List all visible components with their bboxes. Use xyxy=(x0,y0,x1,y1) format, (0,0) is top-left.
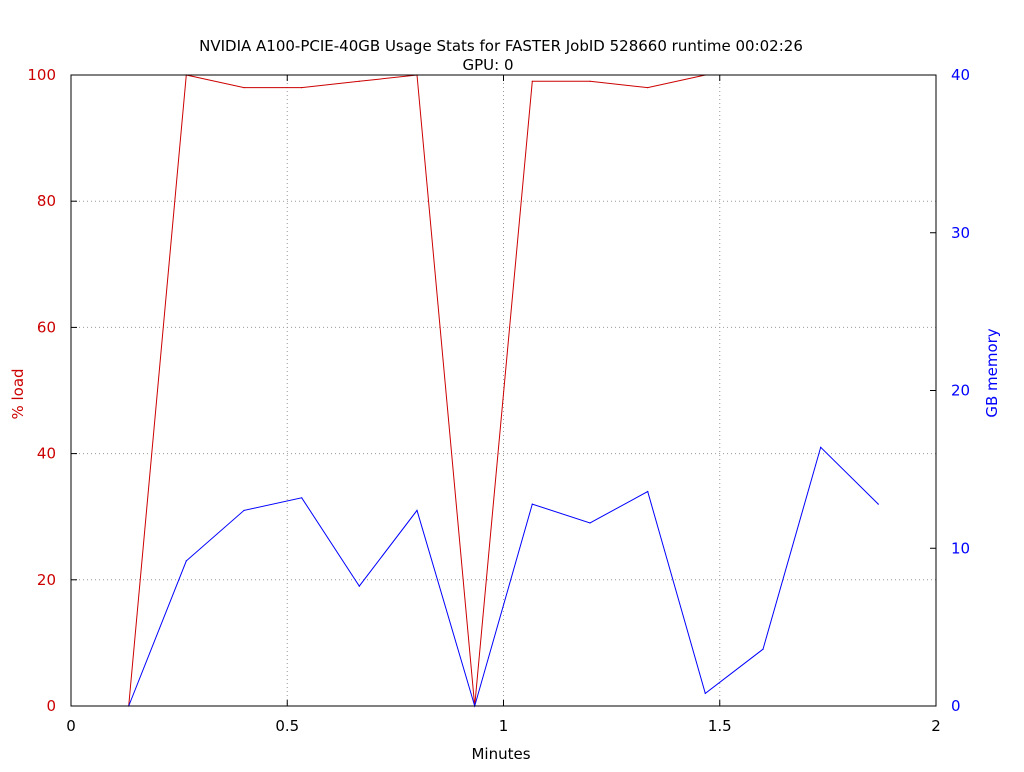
gb-memory-point xyxy=(762,648,764,650)
y-left-tick-label: 80 xyxy=(37,192,56,210)
y-right-tick-label: 20 xyxy=(951,382,970,400)
x-axis-label: Minutes xyxy=(471,745,530,763)
gb-memory-point xyxy=(358,585,360,587)
percent-load-point xyxy=(589,80,591,82)
x-tick-label: 1 xyxy=(499,717,509,735)
x-tick-label: 0.5 xyxy=(275,717,299,735)
chart-subtitle: GPU: 0 xyxy=(462,56,513,74)
grid-layer xyxy=(71,75,936,706)
x-tick-label: 0 xyxy=(66,717,76,735)
y-right-tick-label: 40 xyxy=(951,66,970,84)
percent-load-point xyxy=(647,87,649,89)
percent-load-point xyxy=(243,87,245,89)
y-left-tick-label: 100 xyxy=(27,66,56,84)
gb-memory-point xyxy=(531,503,533,505)
percent-load-point xyxy=(301,87,303,89)
gb-memory-point xyxy=(589,522,591,524)
x-tick-label: 2 xyxy=(931,717,941,735)
percent-load-point xyxy=(531,80,533,82)
gb-memory-point xyxy=(301,497,303,499)
y-left-tick-label: 40 xyxy=(37,445,56,463)
gb-memory-point xyxy=(877,503,879,505)
y-left-tick-label: 60 xyxy=(37,318,56,336)
percent-load-series-line xyxy=(128,74,706,707)
x-tick-label: 1.5 xyxy=(708,717,732,735)
y-axis-right-label: GB memory xyxy=(983,328,1001,417)
y-axis-left-label: % load xyxy=(9,368,27,419)
y-right-tick-label: 10 xyxy=(951,539,970,557)
gb-memory-point xyxy=(416,509,418,511)
chart-title: NVIDIA A100-PCIE-40GB Usage Stats for FA… xyxy=(199,37,803,55)
y-right-tick-label: 0 xyxy=(951,697,961,715)
gb-memory-point xyxy=(185,560,187,562)
percent-load-point xyxy=(358,80,360,82)
y-right-tick-label: 30 xyxy=(951,224,970,242)
gb-memory-series-line xyxy=(128,446,879,708)
y-left-tick-label: 20 xyxy=(37,571,56,589)
y-left-tick-label: 0 xyxy=(46,697,56,715)
gb-memory-point xyxy=(704,692,706,695)
gb-memory-point xyxy=(647,490,649,493)
gb-memory-point xyxy=(243,509,245,511)
gb-memory-point xyxy=(820,446,822,448)
